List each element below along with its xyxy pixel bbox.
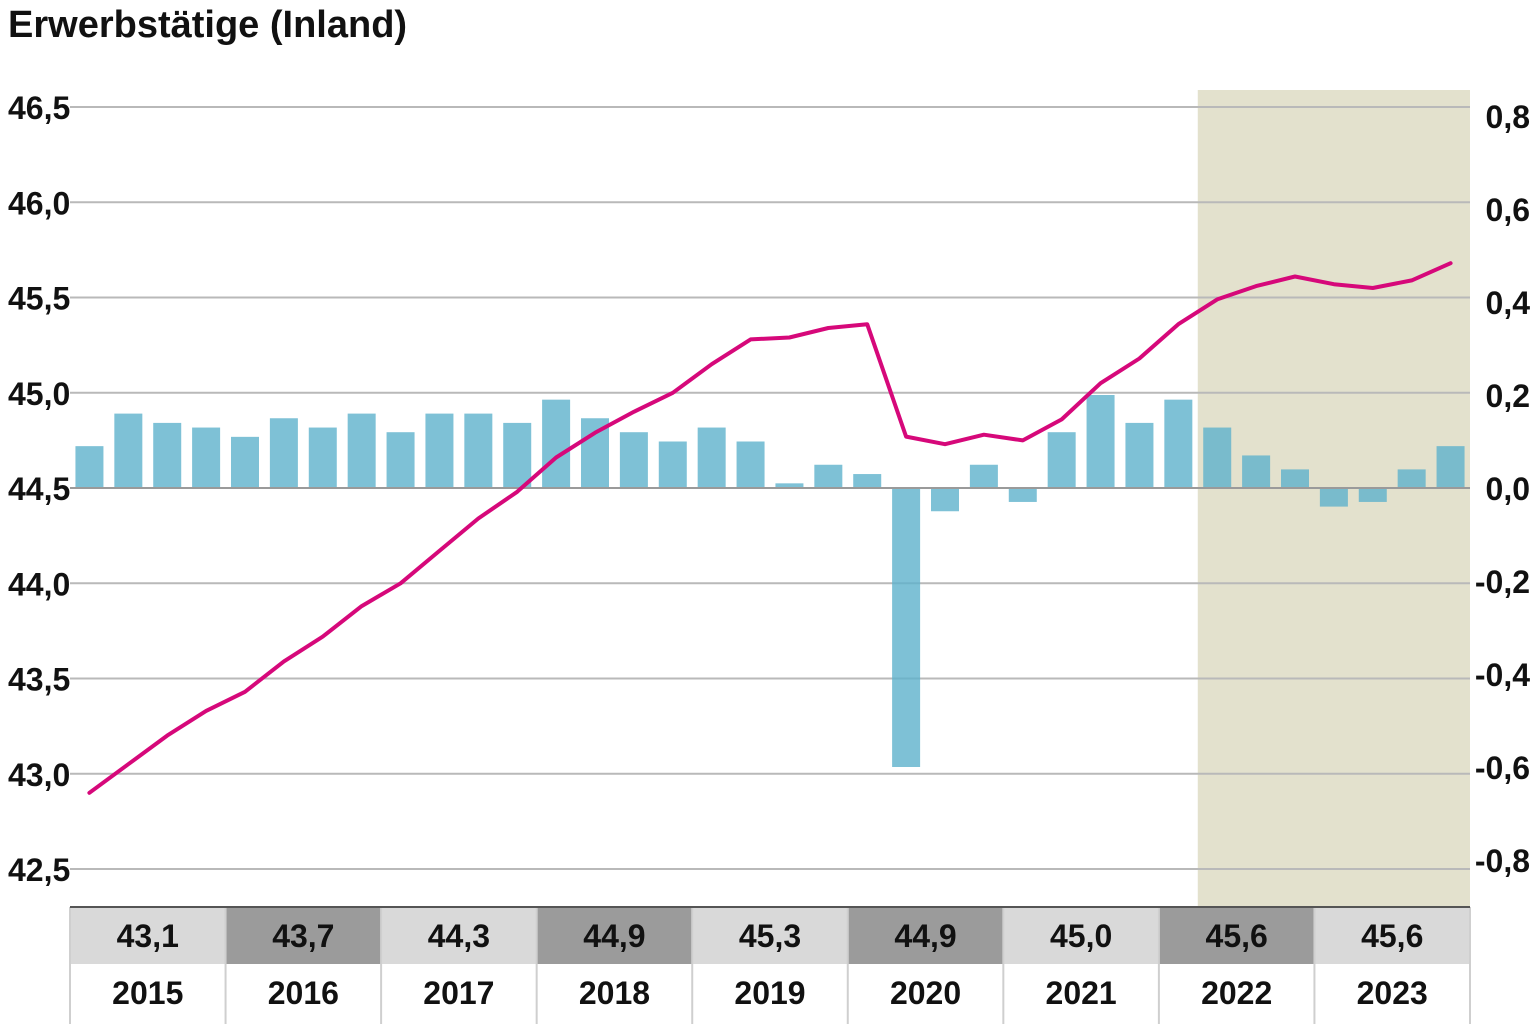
- bar-quarter: [969, 464, 998, 488]
- annual-value: 44,9: [583, 918, 645, 954]
- left-tick-label: 46,0: [8, 185, 70, 221]
- chart-title: Erwerbstätige (Inland): [8, 4, 408, 46]
- year-label: 2022: [1201, 975, 1272, 1011]
- bar-quarter: [1047, 432, 1076, 488]
- line-series: [87, 261, 1453, 795]
- year-label: 2018: [579, 975, 650, 1011]
- annual-value-cell: [225, 907, 382, 964]
- left-tick-label: 43,5: [8, 662, 70, 698]
- bar-quarter: [425, 413, 454, 488]
- bar-quarter: [308, 427, 337, 488]
- bar-quarter: [775, 483, 804, 488]
- left-tick-label: 46,5: [8, 90, 70, 126]
- year-label: 2023: [1357, 975, 1428, 1011]
- bar-quarter: [386, 432, 415, 488]
- annual-value-cell: [70, 907, 226, 964]
- bar-quarter: [853, 474, 882, 488]
- left-tick-label: 44,0: [8, 566, 70, 602]
- bar-quarter: [814, 464, 843, 488]
- annual-value-cell: [1158, 907, 1315, 964]
- bar-quarter: [697, 427, 726, 488]
- bar-quarter: [931, 488, 959, 512]
- year-label: 2021: [1046, 975, 1117, 1011]
- bar-quarter: [619, 432, 648, 488]
- year-label: 2020: [890, 975, 961, 1011]
- year-label: 2015: [112, 975, 183, 1011]
- right-tick-label: 0,8: [1486, 99, 1530, 135]
- bar-quarter: [464, 413, 493, 488]
- annual-value-cell: [381, 907, 537, 964]
- bar-quarter: [542, 399, 571, 488]
- bar-quarter: [1008, 488, 1037, 502]
- right-tick-label: -0,4: [1475, 657, 1530, 693]
- annual-value: 45,6: [1361, 918, 1423, 954]
- bar-quarter: [1281, 469, 1309, 488]
- bar-quarter: [892, 488, 921, 767]
- bar-quarter: [1086, 395, 1115, 488]
- bar-quarter: [1125, 422, 1154, 488]
- year-label: 2019: [734, 975, 805, 1011]
- bar-quarter: [269, 418, 298, 488]
- annual-value-cell: [692, 907, 848, 964]
- annual-value: 45,6: [1206, 918, 1268, 954]
- bar-quarter: [75, 446, 104, 488]
- annual-value: 45,0: [1050, 918, 1112, 954]
- right-tick-label: -0,2: [1475, 564, 1530, 600]
- annual-value-cell: [1314, 907, 1470, 964]
- bar-quarter: [1397, 469, 1426, 488]
- bar-quarter: [114, 413, 143, 488]
- right-tick-label: 0,2: [1486, 378, 1530, 414]
- left-tick-label: 45,0: [8, 376, 70, 412]
- bar-quarter: [347, 413, 376, 488]
- left-tick-label: 45,5: [8, 281, 70, 317]
- bar-quarter: [658, 441, 687, 488]
- right-tick-label: 0,0: [1486, 471, 1530, 507]
- left-tick-label: 43,0: [8, 757, 70, 793]
- annual-value-cell: [847, 907, 1004, 964]
- bar-quarter: [1164, 399, 1193, 488]
- left-tick-label: 44,5: [8, 471, 70, 507]
- annual-value-cell: [536, 907, 693, 964]
- bar-quarter: [1319, 488, 1348, 507]
- bar-quarter: [503, 422, 532, 488]
- year-label: 2017: [423, 975, 494, 1011]
- bar-quarter: [736, 441, 765, 488]
- annual-value: 43,1: [117, 918, 179, 954]
- annual-value-cell: [1003, 907, 1159, 964]
- right-tick-label: 0,4: [1486, 285, 1531, 321]
- right-tick-label: 0,6: [1486, 192, 1530, 228]
- left-tick-label: 42,5: [8, 852, 70, 888]
- annual-value: 44,3: [428, 918, 490, 954]
- bar-quarter: [231, 436, 259, 488]
- bar-quarter: [153, 422, 182, 488]
- annual-value: 43,7: [272, 918, 334, 954]
- bar-quarter: [192, 427, 221, 488]
- right-tick-label: -0,6: [1475, 750, 1530, 786]
- annual-value: 45,3: [739, 918, 801, 954]
- bar-quarter: [1358, 488, 1387, 502]
- annual-value: 44,9: [894, 918, 956, 954]
- bar-quarter: [1242, 455, 1271, 488]
- right-tick-label: -0,8: [1475, 843, 1530, 879]
- year-label: 2016: [268, 975, 339, 1011]
- bar-quarter: [1436, 446, 1465, 488]
- bar-quarter: [1203, 427, 1232, 488]
